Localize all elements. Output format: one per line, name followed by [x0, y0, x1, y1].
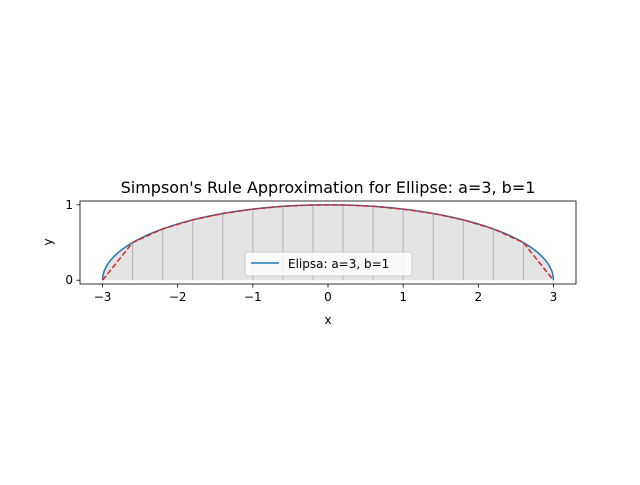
approximation-dashed-line	[101, 204, 555, 281]
legend: Elipsa: a=3, b=1	[244, 251, 413, 277]
legend-entry-label: Elipsa: a=3, b=1	[288, 257, 389, 271]
x-axis-label: x	[324, 313, 331, 327]
y-axis-label: y	[41, 238, 55, 245]
x-tick-label: 1	[399, 290, 407, 304]
x-tick-label: −1	[244, 290, 262, 304]
chart-title: Simpson's Rule Approximation for Ellipse…	[121, 178, 536, 197]
y-tick-label: 1	[65, 198, 73, 212]
simpson-area-fill	[102, 204, 554, 281]
y-tick-label: 0	[65, 273, 73, 287]
x-tick-label: −3	[94, 290, 112, 304]
x-tick-label: 3	[550, 290, 558, 304]
plot-area: −3 −2 −1 0 1 2 3 0 1	[65, 198, 577, 304]
x-tick-label: 2	[474, 290, 482, 304]
legend-box	[244, 251, 413, 277]
x-tick-label: 0	[324, 290, 332, 304]
x-tick-label: −2	[169, 290, 187, 304]
